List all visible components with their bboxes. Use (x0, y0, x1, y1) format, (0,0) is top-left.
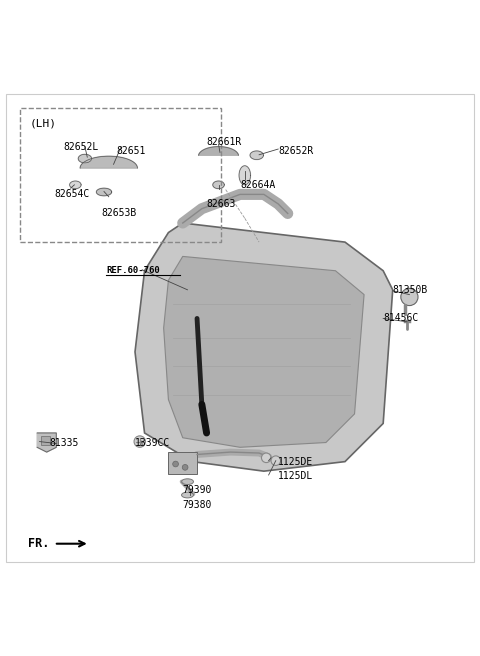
Text: REF.60-760: REF.60-760 (107, 266, 160, 276)
Polygon shape (96, 188, 112, 195)
Polygon shape (135, 223, 393, 471)
Text: 82661R: 82661R (206, 137, 242, 147)
Circle shape (401, 289, 418, 306)
Polygon shape (213, 181, 224, 189)
Circle shape (182, 464, 188, 470)
Text: 79380: 79380 (183, 500, 212, 510)
Polygon shape (164, 256, 364, 447)
Circle shape (173, 461, 179, 467)
Text: 81350B: 81350B (393, 285, 428, 295)
Text: 82664A: 82664A (240, 180, 275, 190)
Polygon shape (70, 181, 81, 189)
Polygon shape (250, 151, 264, 159)
Ellipse shape (181, 479, 193, 485)
Polygon shape (239, 166, 251, 185)
Bar (168, 452, 197, 474)
Text: 79390: 79390 (183, 485, 212, 495)
Text: 82652R: 82652R (278, 146, 313, 156)
Text: (LH): (LH) (30, 118, 57, 128)
Circle shape (262, 453, 271, 462)
Polygon shape (37, 433, 56, 452)
Polygon shape (199, 147, 239, 155)
Text: 1125DE: 1125DE (278, 457, 313, 466)
Text: 82651: 82651 (116, 146, 145, 156)
Text: 82653B: 82653B (102, 209, 137, 218)
Polygon shape (80, 156, 137, 168)
Text: 82654C: 82654C (54, 190, 89, 199)
Bar (40, 436, 50, 445)
Text: 81456C: 81456C (383, 314, 419, 323)
Ellipse shape (181, 492, 193, 498)
Polygon shape (78, 154, 92, 163)
Text: 1339CC: 1339CC (135, 438, 170, 447)
Text: 1125DL: 1125DL (278, 471, 313, 481)
Text: 81335: 81335 (49, 438, 79, 447)
Text: FR.: FR. (28, 537, 49, 550)
Text: 82663: 82663 (206, 199, 236, 209)
Text: 82652L: 82652L (63, 142, 99, 152)
Circle shape (271, 456, 281, 466)
Circle shape (134, 436, 145, 447)
